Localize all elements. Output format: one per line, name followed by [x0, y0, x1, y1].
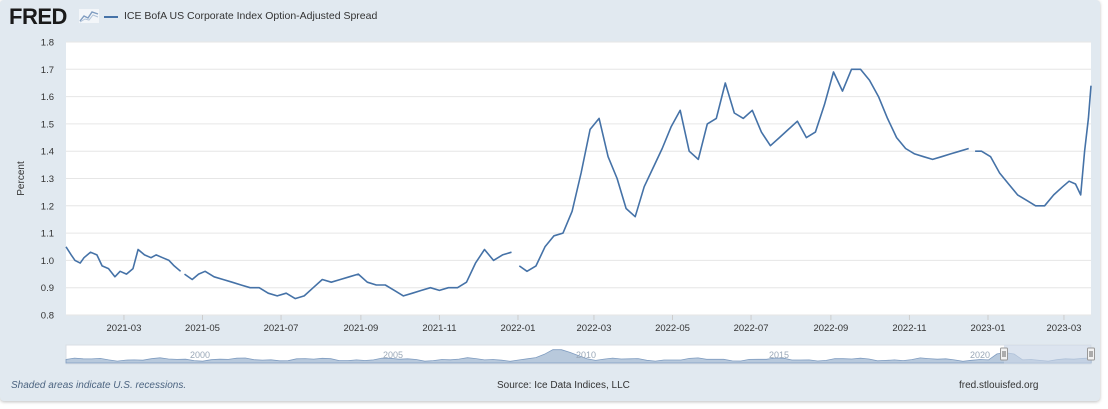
- x-tick-label: 2022-01: [501, 323, 536, 334]
- navigator-tick-label: 2000: [190, 350, 210, 360]
- navigator-tick-label: 2020: [970, 350, 990, 360]
- fred-logo[interactable]: FRED: [9, 4, 67, 29]
- legend-label: ICE BofA US Corporate Index Option-Adjus…: [124, 10, 378, 22]
- y-tick-label: 1.8: [41, 38, 54, 49]
- y-tick-label: 1.7: [41, 65, 54, 76]
- navigator-tick-label: 2015: [769, 350, 789, 360]
- x-tick-label: 2021-05: [185, 323, 220, 334]
- legend-swatch: [104, 16, 118, 18]
- series-line-segment: [975, 85, 1092, 207]
- y-tick-label: 1.3: [41, 174, 54, 185]
- y-axis-label: Percent: [16, 161, 27, 196]
- x-tick-label: 2022-03: [577, 323, 612, 334]
- navigator-tick-label: 2010: [576, 350, 596, 360]
- recessions-note: Shaded areas indicate U.S. recessions.: [11, 380, 187, 391]
- series-line-segment: [518, 68, 969, 273]
- range-navigator[interactable]: 2000 2005 2010 2015 2020: [65, 344, 1095, 365]
- navigator-selection: [1004, 345, 1091, 364]
- fred-logo-graph-icon: [79, 9, 99, 23]
- chart-frame: FRED ICE BofA US Corporate Index Option-…: [0, 0, 1100, 401]
- source-note: Source: Ice Data Indices, LLC: [497, 380, 630, 391]
- navigator-area: [65, 349, 1092, 364]
- y-tick-label: 1.1: [41, 229, 54, 240]
- handle-body: [1000, 347, 1008, 361]
- y-tick-label: 1.2: [41, 201, 54, 212]
- navigator-tick-label: 2005: [383, 350, 403, 360]
- series-line-segment: [184, 248, 512, 300]
- x-tick-label: 2022-11: [892, 323, 926, 334]
- navigator-right-handle[interactable]: [1087, 347, 1095, 361]
- y-tick-label: 1.6: [41, 92, 54, 103]
- x-tick-label: 2022-07: [734, 323, 769, 334]
- x-tick-label: 2022-09: [813, 323, 848, 334]
- handle-body: [1087, 347, 1095, 361]
- y-tick-label: 1.5: [41, 119, 54, 130]
- series-line-segment: [65, 246, 182, 278]
- x-tick-label: 2023-01: [971, 323, 1006, 334]
- x-tick-label: 2021-11: [422, 323, 456, 334]
- navigator-left-handle[interactable]: [1000, 347, 1008, 361]
- x-tick-label: 2021-07: [264, 323, 299, 334]
- y-tick-label: 0.9: [41, 283, 54, 294]
- x-tick-label: 2021-09: [343, 323, 378, 334]
- x-tick-label: 2023-03: [1047, 323, 1082, 334]
- fred-url-link[interactable]: fred.stlouisfed.org: [959, 380, 1039, 391]
- y-tick-label: 1.0: [41, 256, 54, 267]
- x-tick-label: 2022-05: [655, 323, 690, 334]
- y-tick-label: 0.8: [41, 311, 54, 322]
- x-tick-label: 2021-03: [107, 323, 142, 334]
- chart-svg: 0.8 0.9 1.0 1.1 1.2 1.3 1.4 1.5 1.6 1.7 1.8 2021-03…: [16, 38, 1095, 365]
- y-tick-label: 1.4: [41, 147, 54, 158]
